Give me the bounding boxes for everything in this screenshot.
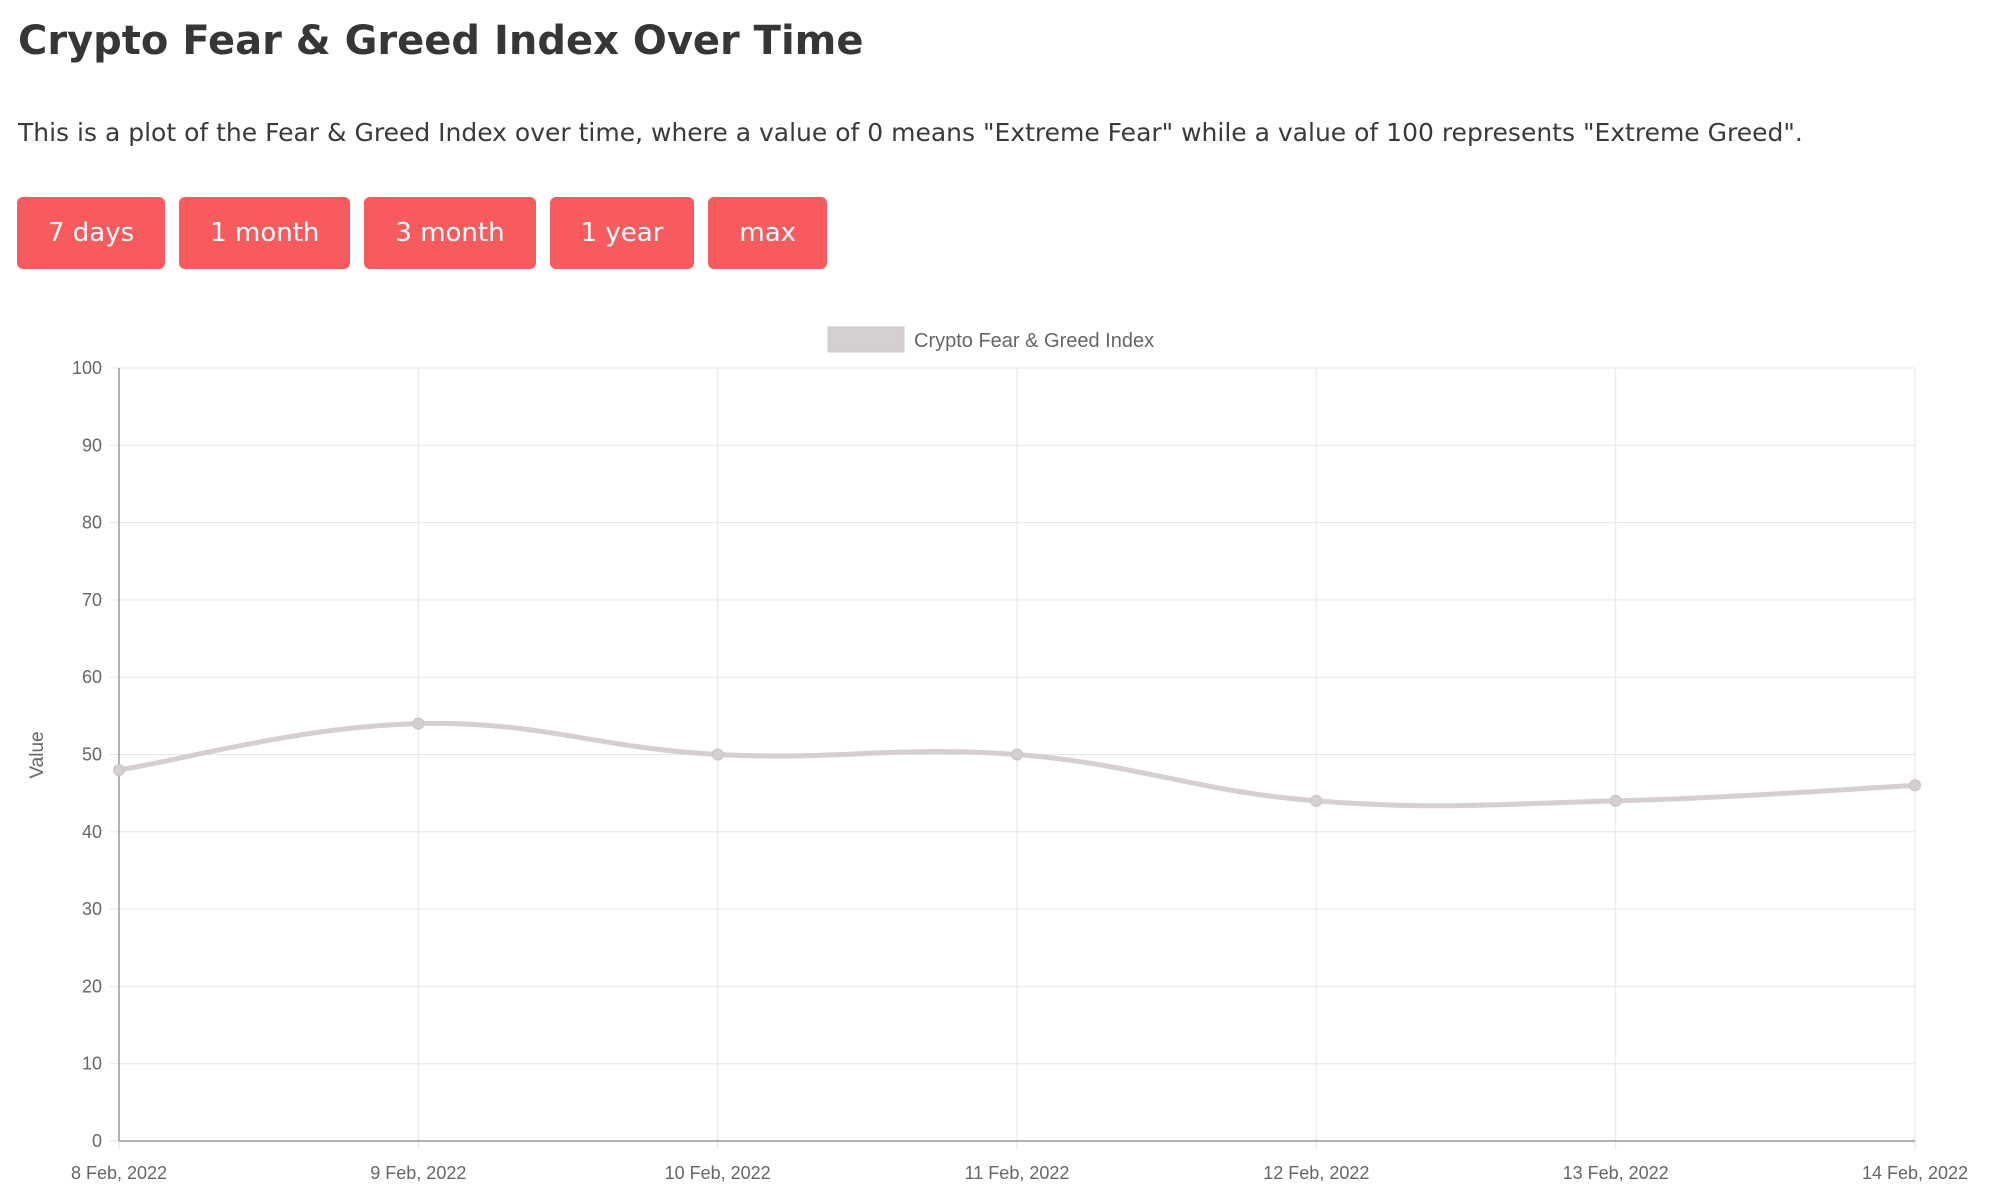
data-point [113,763,125,776]
range-button-3-month[interactable]: 3 month [364,197,536,269]
legend-label: Crypto Fear & Greed Index [914,330,1154,352]
x-tick-label: 10 Feb, 2022 [665,1163,771,1183]
data-point [1310,794,1323,807]
axes: 0 10 20 30 40 50 60 70 80 90 100 8 Feb, 2022 9 Feb, … [71,358,1968,1183]
x-tick-label: 13 Feb, 2022 [1563,1163,1669,1183]
y-tick-label: 0 [92,1131,102,1151]
y-tick-label: 30 [82,899,102,919]
range-button-1-year[interactable]: 1 year [549,197,695,269]
x-tick-label: 12 Feb, 2022 [1263,1163,1369,1183]
x-tick-label: 14 Feb, 2022 [1862,1163,1968,1183]
y-tick-label: 60 [82,667,102,687]
y-tick-label: 10 [82,1054,102,1074]
y-tick-label: 100 [72,358,102,378]
grid-lines [110,367,1916,1150]
y-tick-label: 90 [82,435,102,455]
x-tick-label: 9 Feb, 2022 [370,1163,466,1183]
data-point [1609,794,1622,807]
page-description: This is a plot of the Fear & Greed Index… [18,118,1803,147]
page-title: Crypto Fear & Greed Index Over Time [18,18,864,64]
x-tick-label: 11 Feb, 2022 [965,1163,1070,1183]
data-point [711,748,724,761]
x-tick-label: 8 Feb, 2022 [71,1163,167,1183]
chart-legend[interactable]: Crypto Fear & Greed Index [827,326,1154,353]
data-point [1909,779,1921,792]
y-tick-label: 40 [82,822,102,842]
range-button-1-month[interactable]: 1 month [179,197,351,269]
series-layer [113,717,1921,809]
data-point [1011,748,1023,761]
chart-container: 0 10 20 30 40 50 60 70 80 90 100 8 Feb, 2022 9 Feb, … [0,300,1999,1184]
range-button-group: 7 days 1 month 3 month 1 year max [17,197,828,269]
y-axis-label: Value [27,731,48,778]
legend-swatch [827,326,905,353]
range-button-max[interactable]: max [708,197,828,269]
fear-greed-line-chart: 0 10 20 30 40 50 60 70 80 90 100 8 Feb, 2022 9 Feb, … [27,326,1968,1183]
y-tick-label: 70 [82,590,102,610]
y-tick-label: 50 [82,745,102,765]
data-point [412,717,425,730]
range-button-7-days[interactable]: 7 days [17,197,166,269]
y-tick-label: 80 [82,513,102,533]
y-tick-label: 20 [82,976,102,996]
